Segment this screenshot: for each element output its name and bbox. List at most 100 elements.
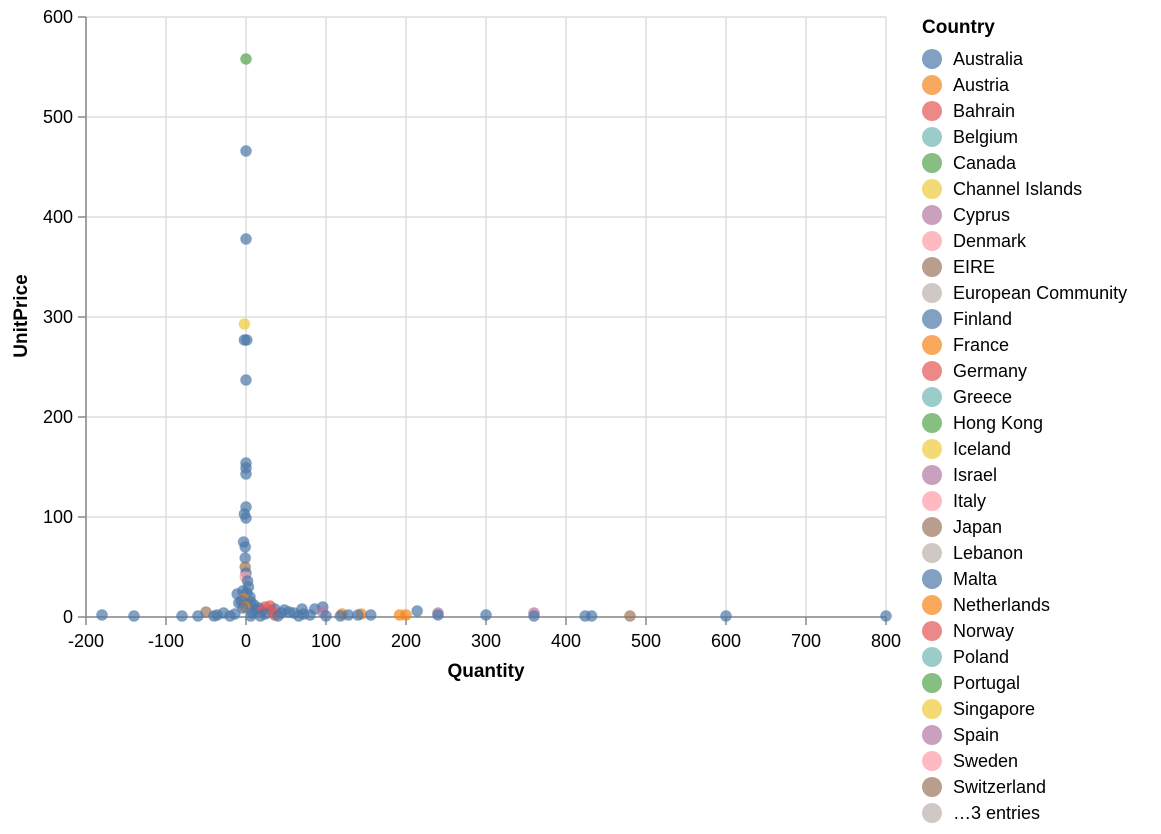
- data-point: [240, 374, 252, 386]
- data-point: [411, 605, 424, 617]
- x-tick-label: 0: [241, 631, 251, 651]
- legend-label: Germany: [953, 361, 1027, 381]
- legend-label: EIRE: [953, 257, 995, 277]
- legend-label: Israel: [953, 465, 997, 485]
- y-tick-label: 600: [43, 7, 73, 27]
- x-tick-label: 400: [551, 631, 581, 651]
- x-tick-label: 600: [711, 631, 741, 651]
- y-axis-title: UnitPrice: [11, 274, 32, 357]
- legend-swatch: [922, 387, 942, 407]
- legend-label: Lebanon: [953, 543, 1023, 563]
- y-tick-label: 100: [43, 507, 73, 527]
- legend: Country Australia Austria Bahrain Belgium Ca…: [922, 17, 1127, 823]
- legend-swatch: [922, 439, 942, 459]
- data-point: [176, 610, 188, 622]
- data-point: [585, 610, 598, 622]
- legend-swatch: [922, 491, 942, 511]
- axes: -200 -100 0 100 200 300 400 500 600 700 800 0 100 200…: [43, 7, 901, 651]
- legend-swatch: [922, 569, 942, 589]
- legend-label: Channel Islands: [953, 179, 1082, 199]
- legend-label: European Community: [953, 283, 1127, 303]
- x-tick-label: 500: [631, 631, 661, 651]
- legend-label: Finland: [953, 309, 1012, 329]
- legend-label: Canada: [953, 153, 1017, 173]
- legend-swatch: [922, 621, 942, 641]
- legend-label: Bahrain: [953, 101, 1015, 121]
- data-point: [352, 609, 364, 621]
- legend-label: …3 entries: [953, 803, 1040, 823]
- legend-swatch: [922, 543, 942, 563]
- data-point: [320, 610, 332, 622]
- x-tick-label: -100: [148, 631, 184, 651]
- legend-label: Iceland: [953, 439, 1011, 459]
- data-point: [272, 610, 284, 622]
- legend-swatch: [922, 803, 942, 823]
- legend-swatch: [922, 257, 942, 277]
- legend-swatch: [922, 361, 942, 381]
- x-tick-label: 700: [791, 631, 821, 651]
- data-point: [364, 609, 377, 621]
- data-point: [239, 541, 252, 553]
- legend-swatch: [922, 179, 942, 199]
- legend-label: Belgium: [953, 127, 1018, 147]
- legend-swatch: [922, 49, 942, 69]
- data-point: [240, 145, 252, 157]
- x-tick-label: 200: [391, 631, 421, 651]
- legend-label: Cyprus: [953, 205, 1010, 225]
- legend-label: Sweden: [953, 751, 1018, 771]
- x-tick-label: -200: [68, 631, 104, 651]
- data-point: [240, 468, 252, 480]
- data-point: [238, 318, 251, 330]
- data-point: [240, 53, 252, 65]
- legend-label: Austria: [953, 75, 1010, 95]
- data-points: [96, 53, 892, 622]
- y-tick-label: 0: [63, 607, 73, 627]
- data-point: [480, 609, 492, 621]
- x-tick-label: 300: [471, 631, 501, 651]
- legend-label: Australia: [953, 49, 1024, 69]
- data-point: [240, 334, 253, 346]
- legend-swatch: [922, 699, 942, 719]
- legend-label: Portugal: [953, 673, 1020, 693]
- x-axis-title: Quantity: [447, 661, 524, 682]
- data-point: [240, 512, 252, 524]
- legend-label: Italy: [953, 491, 986, 511]
- legend-swatch: [922, 335, 942, 355]
- legend-swatch: [922, 595, 942, 615]
- data-point: [528, 610, 540, 622]
- legend-swatch: [922, 283, 942, 303]
- x-tick-label: 800: [871, 631, 901, 651]
- legend-swatch: [922, 517, 942, 537]
- data-point: [244, 610, 257, 622]
- y-tick-label: 300: [43, 307, 73, 327]
- legend-swatch: [922, 647, 942, 667]
- legend-swatch: [922, 309, 942, 329]
- legend-swatch: [922, 465, 942, 485]
- legend-label: Spain: [953, 725, 999, 745]
- data-point: [240, 233, 252, 245]
- legend-swatch: [922, 673, 942, 693]
- legend-label: Singapore: [953, 699, 1035, 719]
- legend-swatch: [922, 725, 942, 745]
- data-point: [96, 609, 108, 621]
- data-point: [432, 609, 444, 621]
- data-point: [400, 609, 412, 621]
- legend-label: Japan: [953, 517, 1002, 537]
- legend-swatch: [922, 413, 942, 433]
- data-point: [304, 609, 316, 621]
- data-point: [208, 610, 220, 622]
- legend-label: Denmark: [953, 231, 1027, 251]
- data-point: [236, 602, 249, 614]
- legend-label: Malta: [953, 569, 998, 589]
- legend-label: Norway: [953, 621, 1014, 641]
- legend-title: Country: [922, 17, 995, 38]
- legend-label: Poland: [953, 647, 1009, 667]
- legend-label: Switzerland: [953, 777, 1046, 797]
- legend-swatch: [922, 153, 942, 173]
- data-point: [334, 610, 347, 622]
- legend-label: Hong Kong: [953, 413, 1043, 433]
- legend-swatch: [922, 127, 942, 147]
- data-point: [128, 610, 140, 622]
- legend-label: France: [953, 335, 1009, 355]
